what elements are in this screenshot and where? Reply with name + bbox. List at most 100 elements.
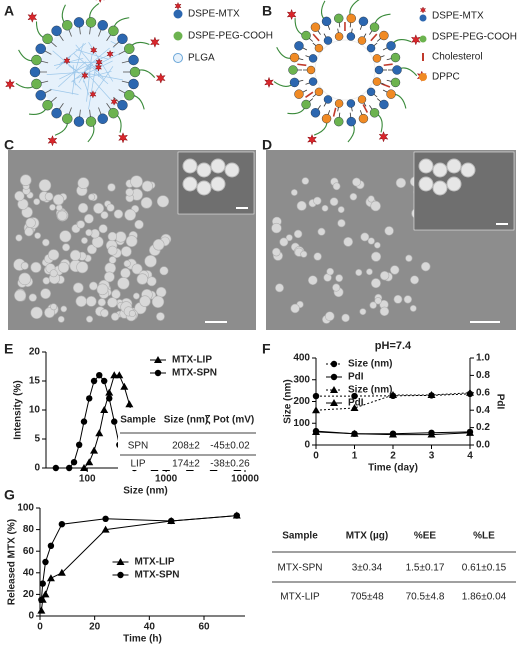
particle: [15, 234, 23, 242]
lipid-head: [323, 95, 333, 104]
legend-text: PdI: [348, 398, 364, 409]
drug-star: [307, 133, 318, 146]
particle: [374, 297, 382, 305]
particle: [293, 229, 303, 239]
drug-star: [47, 135, 58, 147]
particle: [321, 204, 329, 212]
legend-marker: [330, 373, 338, 381]
particle: [97, 298, 106, 307]
drug-star: [81, 71, 89, 80]
particle: [30, 261, 42, 273]
x-tick-label: 1: [352, 451, 358, 462]
data-point: [350, 429, 359, 437]
particle: [370, 200, 381, 212]
particle: [460, 162, 476, 178]
particle: [285, 234, 293, 242]
particle: [72, 282, 84, 294]
data-point: [115, 371, 124, 379]
cholesterol: [383, 63, 393, 67]
particle: [210, 158, 226, 174]
legend-text: Cholesterol: [432, 52, 483, 63]
data-point: [57, 568, 66, 576]
table-header: ζ Pot (mV): [206, 415, 255, 426]
lipid-head: [289, 77, 300, 88]
particle: [81, 237, 88, 244]
particle: [196, 162, 212, 178]
lipid-head: [308, 77, 318, 86]
lipid-head: [85, 17, 97, 28]
plga-fiber: [59, 51, 116, 80]
data-point: [65, 464, 73, 472]
x-tick-label: 20: [89, 622, 101, 633]
legend-icon: [173, 9, 183, 19]
particle: [134, 219, 144, 230]
data-point: [37, 606, 46, 614]
legend-marker: [154, 356, 162, 363]
lipid-head: [334, 116, 344, 127]
particle: [111, 289, 121, 299]
table-header: Size (nm): [164, 415, 208, 426]
data-point: [52, 464, 60, 472]
data-point: [75, 441, 83, 448]
cholesterol: [362, 104, 369, 113]
particle: [34, 232, 41, 239]
particle: [42, 276, 51, 285]
panel-label: G: [4, 487, 15, 503]
panel-label: F: [262, 341, 271, 357]
data-point: [95, 429, 104, 437]
drug-star: [286, 8, 297, 21]
particle: [384, 226, 394, 236]
drug-star: [27, 11, 38, 23]
drug-star: [89, 90, 97, 99]
particle: [60, 305, 68, 313]
particle: [369, 301, 377, 309]
table-cell: 1.86±0.04: [462, 592, 507, 603]
panel-label: A: [4, 3, 14, 19]
lipid-head: [129, 66, 141, 78]
y-tick-label: 0: [34, 463, 40, 474]
lipid-head: [346, 116, 356, 127]
lipid-head: [62, 113, 73, 124]
lipid-head: [334, 99, 344, 108]
particle: [403, 295, 412, 304]
particle: [58, 261, 70, 274]
particle: [290, 303, 300, 314]
panel-label: E: [4, 341, 13, 357]
particle: [76, 261, 89, 274]
x-tick-label: 2: [390, 451, 396, 462]
lipid-head: [321, 113, 332, 124]
particle: [139, 295, 151, 307]
particle: [355, 269, 363, 277]
particle: [132, 292, 140, 300]
data-point: [58, 521, 66, 528]
lipid-head: [390, 77, 401, 88]
lipid-head: [29, 66, 41, 78]
plga-fiber: [71, 70, 76, 95]
lipid-head: [108, 25, 119, 37]
plga-fiber: [59, 42, 87, 66]
table-header: Sample: [120, 415, 156, 426]
particle: [343, 237, 353, 247]
lipid-head: [372, 77, 382, 86]
y-tick-label: 10: [29, 405, 41, 416]
particle: [85, 315, 94, 323]
legend-text: DSPE-PEG-COOH: [188, 31, 273, 42]
data-point: [350, 404, 359, 412]
legend-marker: [154, 369, 162, 377]
legend-marker: [117, 571, 124, 579]
particle: [140, 196, 153, 209]
lipid-head: [346, 32, 356, 41]
table-header: Sample: [282, 531, 318, 542]
x-tick-label: 4: [467, 451, 473, 462]
lipid-head: [128, 54, 139, 66]
particle: [124, 209, 137, 221]
data-point: [111, 418, 118, 425]
particle: [324, 311, 335, 322]
plga-fiber: [46, 71, 86, 75]
particle: [210, 176, 226, 192]
particle: [125, 235, 138, 248]
y-tick-label: 60: [23, 546, 35, 557]
particle: [100, 308, 109, 318]
x-tick-label: 10000: [231, 474, 259, 485]
lipid-head: [124, 43, 135, 54]
